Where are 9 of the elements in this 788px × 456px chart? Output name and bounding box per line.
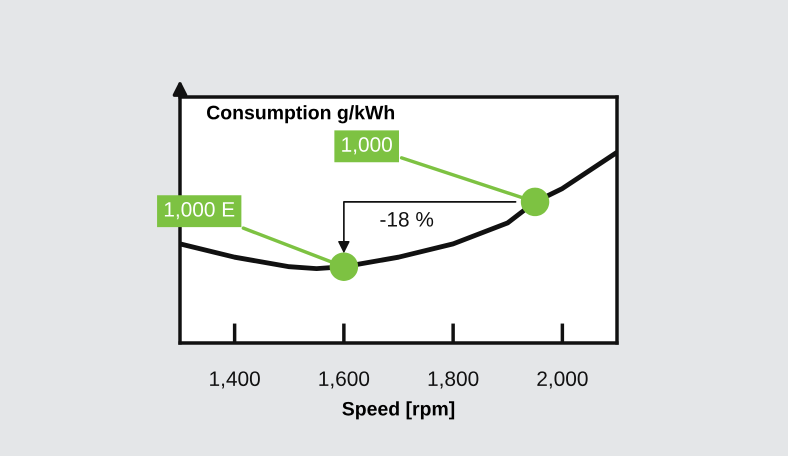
- annotation: -18 %: [380, 212, 434, 227]
- x-tick-label: 1,400: [210, 371, 260, 389]
- x-tick-label: 1,800: [428, 371, 478, 389]
- x-tick-label: 2,000: [537, 371, 588, 389]
- x-tick-label: 1,600: [319, 371, 370, 389]
- y-axis-title: Consumption g/kWh: [207, 105, 394, 124]
- x-axis-title: Speed [rpm]: [342, 401, 454, 420]
- annotation: 1,000: [342, 137, 392, 154]
- annotation: 1,000 E: [164, 202, 234, 220]
